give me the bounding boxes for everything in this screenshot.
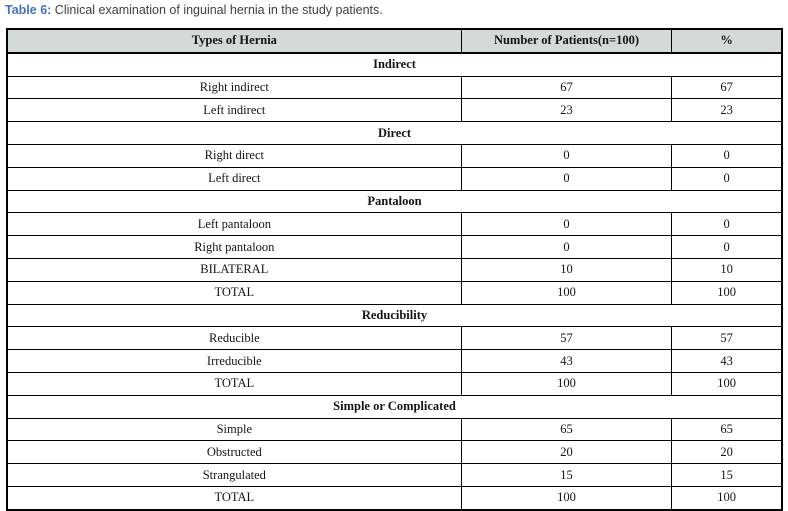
table-row: Reducible 57 57 [6, 326, 783, 351]
section-header-row: Pantaloon [6, 189, 783, 214]
table-row: TOTAL 100 100 [6, 280, 783, 305]
section-header-row: Direct [6, 121, 783, 145]
hernia-type-cell: Simple [6, 417, 462, 442]
table-row: TOTAL 100 100 [6, 371, 783, 396]
section-header: Indirect [6, 52, 783, 77]
percent-cell: 0 [671, 166, 783, 191]
patient-count-cell: 0 [460, 212, 673, 237]
table-header: Types of Hernia Number of Patients(n=100… [6, 28, 783, 54]
percent-cell: 57 [671, 326, 783, 351]
table-row: Simple 65 65 [6, 417, 783, 442]
table-header-row: Types of Hernia Number of Patients(n=100… [6, 28, 783, 54]
table-row: Left indirect 23 23 [6, 98, 783, 123]
patient-count-cell: 0 [460, 235, 673, 259]
patient-count-cell: 43 [460, 349, 673, 373]
patient-count-cell: 100 [460, 485, 673, 511]
patient-count-cell: 0 [460, 166, 673, 191]
percent-cell: 23 [671, 98, 783, 123]
table-row: Left pantaloon 0 0 [6, 212, 783, 237]
percent-cell: 65 [671, 417, 783, 442]
hernia-table: Types of Hernia Number of Patients(n=100… [6, 28, 783, 511]
patient-count-cell: 15 [460, 463, 673, 487]
table-row: Right direct 0 0 [6, 143, 783, 168]
hernia-type-cell: Strangulated [6, 463, 462, 487]
hernia-type-cell: Obstructed [6, 440, 462, 465]
table-caption-label: Table 6: [5, 3, 52, 17]
section-header: Reducibility [6, 303, 783, 328]
hernia-type-cell: Reducible [6, 326, 462, 351]
hernia-type-cell: TOTAL [6, 280, 462, 305]
percent-cell: 20 [671, 440, 783, 465]
hernia-type-cell: Right pantaloon [6, 235, 462, 259]
percent-cell: 43 [671, 349, 783, 373]
hernia-type-cell: Left direct [6, 166, 462, 191]
table-body: Indirect Right indirect 67 67 Left indirect 2… [6, 52, 783, 511]
hernia-type-cell: Left pantaloon [6, 212, 462, 237]
column-header-percent: % [671, 28, 783, 54]
section-header: Direct [6, 121, 783, 145]
table-row: Left direct 0 0 [6, 166, 783, 191]
percent-cell: 67 [671, 75, 783, 100]
patient-count-cell: 57 [460, 326, 673, 351]
section-header: Pantaloon [6, 189, 783, 214]
patient-count-cell: 100 [460, 371, 673, 396]
patient-count-cell: 100 [460, 280, 673, 305]
patient-count-cell: 20 [460, 440, 673, 465]
hernia-type-cell: Right direct [6, 143, 462, 168]
section-header-row: Indirect [6, 52, 783, 77]
section-header-row: Reducibility [6, 303, 783, 328]
patient-count-cell: 65 [460, 417, 673, 442]
percent-cell: 0 [671, 212, 783, 237]
table-caption-text: Clinical examination of inguinal hernia … [51, 3, 383, 17]
column-header-types-of-hernia: Types of Hernia [6, 28, 462, 54]
table-row: Right indirect 67 67 [6, 75, 783, 100]
percent-cell: 10 [671, 257, 783, 282]
table-row: Obstructed 20 20 [6, 440, 783, 465]
hernia-type-cell: BILATERAL [6, 257, 462, 282]
section-header-row: Simple or Complicated [6, 394, 783, 419]
percent-cell: 100 [671, 485, 783, 511]
table-row: Irreducible 43 43 [6, 349, 783, 373]
table-row: Right pantaloon 0 0 [6, 235, 783, 259]
patient-count-cell: 67 [460, 75, 673, 100]
hernia-type-cell: TOTAL [6, 371, 462, 396]
section-header: Simple or Complicated [6, 394, 783, 419]
hernia-type-cell: Left indirect [6, 98, 462, 123]
percent-cell: 100 [671, 280, 783, 305]
table-row: TOTAL 100 100 [6, 485, 783, 511]
patient-count-cell: 10 [460, 257, 673, 282]
percent-cell: 0 [671, 235, 783, 259]
percent-cell: 100 [671, 371, 783, 396]
patient-count-cell: 23 [460, 98, 673, 123]
table-row: BILATERAL 10 10 [6, 257, 783, 282]
table-row: Strangulated 15 15 [6, 463, 783, 487]
percent-cell: 0 [671, 143, 783, 168]
table-caption: Table 6: Clinical examination of inguina… [0, 0, 788, 18]
hernia-type-cell: TOTAL [6, 485, 462, 511]
hernia-type-cell: Irreducible [6, 349, 462, 373]
percent-cell: 15 [671, 463, 783, 487]
hernia-type-cell: Right indirect [6, 75, 462, 100]
column-header-number-of-patients: Number of Patients(n=100) [460, 28, 673, 54]
patient-count-cell: 0 [460, 143, 673, 168]
